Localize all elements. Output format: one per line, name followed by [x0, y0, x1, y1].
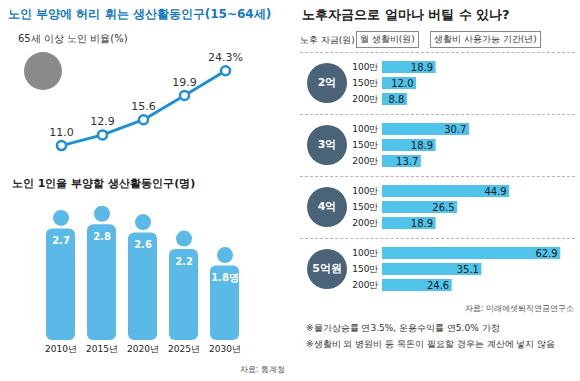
html-text:4억: 4억 — [317, 200, 337, 213]
svg-text:1.8명: 1.8명 — [211, 272, 239, 283]
svg-text:11.0: 11.0 — [49, 126, 74, 139]
svg-text:62.9: 62.9 — [535, 248, 557, 259]
html-text:노인 부양에 허리 휘는 생산활동인구(15~64세): 노인 부양에 허리 휘는 생산활동인구(15~64세) — [8, 7, 272, 21]
svg-text:100만: 100만 — [352, 186, 378, 196]
svg-text:2030년: 2030년 — [209, 344, 241, 354]
svg-text:30.7: 30.7 — [444, 124, 466, 135]
svg-text:8.8: 8.8 — [389, 94, 405, 105]
svg-text:19.9: 19.9 — [172, 76, 197, 89]
svg-text:200만: 200만 — [352, 156, 378, 166]
svg-text:35.1: 35.1 — [457, 264, 479, 275]
svg-text:18.9: 18.9 — [411, 140, 433, 151]
svg-text:44.9: 44.9 — [484, 186, 506, 197]
svg-text:26.5: 26.5 — [432, 202, 454, 213]
svg-text:200만: 200만 — [352, 94, 378, 104]
svg-text:18.9: 18.9 — [411, 218, 433, 229]
html-text:노인 1인을 부양할 생산활동인구(명): 노인 1인을 부양할 생산활동인구(명) — [12, 177, 196, 190]
svg-text:12.9: 12.9 — [90, 115, 115, 128]
svg-text:150만: 150만 — [352, 78, 378, 88]
svg-text:2025년: 2025년 — [168, 344, 200, 354]
svg-text:2.7: 2.7 — [52, 235, 70, 246]
html-text:2억: 2억 — [317, 76, 337, 89]
html-text:노후 자금(원): 노후 자금(원) — [300, 35, 355, 45]
svg-text:2.2: 2.2 — [175, 256, 193, 267]
svg-text:200만: 200만 — [352, 280, 378, 290]
svg-text:100만: 100만 — [352, 62, 378, 72]
html-text:※생활비 외 병원비 등 목돈이 필요할 경우는 계산에 넣: ※생활비 외 병원비 등 목돈이 필요할 경우는 계산에 넣지 않음 — [306, 339, 556, 349]
html-text:노후자금으로 얼마나 버틸 수 있나?: 노후자금으로 얼마나 버틸 수 있나? — [302, 7, 510, 22]
svg-text:150만: 150만 — [352, 140, 378, 150]
svg-text:24.3%: 24.3% — [208, 51, 243, 64]
svg-text:150만: 150만 — [352, 264, 378, 274]
svg-text:100만: 100만 — [352, 248, 378, 258]
svg-text:2.8: 2.8 — [93, 231, 111, 242]
svg-text:18.9: 18.9 — [411, 62, 433, 73]
svg-text:150만: 150만 — [352, 202, 378, 212]
svg-text:24.6: 24.6 — [427, 280, 449, 291]
svg-text:2020년: 2020년 — [127, 344, 159, 354]
html-text:5억원: 5억원 — [312, 262, 342, 275]
html-text:자료: 통계청: 자료: 통계청 — [239, 365, 285, 374]
html-text:자료: 미래에셋퇴직연금연구소: 자료: 미래에셋퇴직연금연구소 — [464, 304, 574, 313]
html-text:월 생활비(원): 월 생활비(원) — [360, 34, 415, 44]
svg-text:12.0: 12.0 — [391, 78, 413, 89]
svg-text:15.6: 15.6 — [131, 100, 156, 113]
svg-text:13.7: 13.7 — [396, 156, 418, 167]
html-text:생활비 사용가능 기간(년): 생활비 사용가능 기간(년) — [434, 34, 537, 44]
svg-text:2.6: 2.6 — [134, 239, 152, 250]
svg-text:2015년: 2015년 — [86, 344, 118, 354]
html-text:※물가상승률 연3.5%, 운용수익률 연5.0% 가정: ※물가상승률 연3.5%, 운용수익률 연5.0% 가정 — [306, 323, 500, 333]
html-text:3억: 3억 — [317, 138, 337, 151]
svg-text:200만: 200만 — [352, 218, 378, 228]
svg-text:2010년: 2010년 — [45, 344, 77, 354]
svg-text:100만: 100만 — [352, 124, 378, 134]
html-text:65세 이상 노인 비율(%): 65세 이상 노인 비율(%) — [18, 33, 128, 44]
